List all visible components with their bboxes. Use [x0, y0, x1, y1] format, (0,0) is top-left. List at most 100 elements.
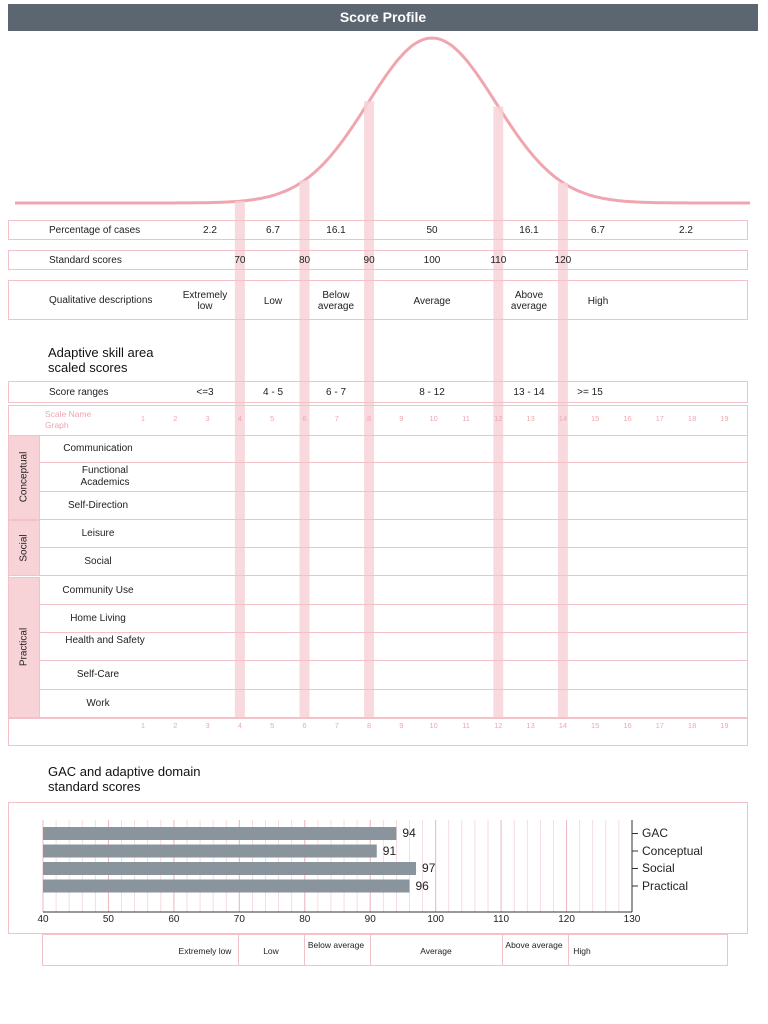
band-divider	[568, 934, 569, 966]
scale-number: 19	[720, 414, 729, 423]
scale-number: 17	[655, 721, 664, 730]
scale-number: 14	[558, 414, 568, 423]
skill-name: Self-Care	[76, 669, 120, 681]
scale-number: 2	[173, 721, 178, 730]
bar	[43, 827, 397, 840]
qualitative-value: Average	[413, 296, 451, 307]
scale-number: 1	[140, 721, 146, 730]
skill-name: Work	[86, 697, 110, 709]
scale-number: 13	[526, 414, 535, 423]
percentage-label: Percentage of cases	[49, 225, 141, 236]
skill-name: Community Use	[62, 584, 134, 596]
gac-chart-frame	[8, 802, 748, 934]
x-tick-label: 90	[364, 914, 376, 925]
scale-number: 11	[462, 414, 470, 423]
skill-row	[40, 492, 748, 520]
scale-number: 8	[367, 721, 372, 730]
x-tick-label: 110	[493, 914, 510, 925]
scale-number: 9	[399, 721, 404, 730]
skill-name: Health and Safety	[65, 635, 145, 647]
band-label: Below average	[307, 940, 365, 950]
scale-name-label: Scale Name	[45, 409, 92, 419]
category-label: Social	[642, 861, 675, 875]
skill-name: Leisure	[81, 527, 115, 539]
band-label: High	[573, 946, 591, 956]
qualitative-value: Below average	[317, 290, 355, 312]
skill-area-title: Adaptive skill area scaled scores	[48, 345, 154, 375]
scale-number: 18	[687, 721, 697, 730]
band-label: Above average	[505, 940, 563, 950]
scale-footer-row	[8, 718, 748, 746]
category-label: Conceptual	[642, 843, 703, 858]
scale-number: 14	[558, 721, 568, 730]
bar	[43, 879, 410, 893]
percentage-value: 50	[426, 225, 438, 236]
band-divider	[370, 934, 371, 966]
qualitative-value: Extremely low	[182, 290, 228, 312]
bar	[43, 844, 377, 858]
scale-number: 5	[270, 721, 275, 730]
scale-number: 5	[270, 414, 275, 423]
scale-number: 6	[302, 721, 307, 730]
scale-number: 12	[494, 414, 503, 423]
bar	[43, 862, 417, 875]
boundary-stripes	[234, 101, 568, 719]
boundary-stripe	[234, 201, 245, 718]
x-tick-label: 130	[623, 914, 641, 925]
scale-number: 10	[429, 721, 438, 730]
skill-name: Social	[84, 556, 112, 568]
band-label: Extremely low	[178, 946, 232, 956]
standard-score-value: 120	[554, 255, 572, 266]
skill-row	[40, 520, 748, 549]
qualitative-value: High	[587, 296, 609, 307]
qualitative-value: Low	[263, 296, 283, 307]
scale-number: 4	[237, 721, 242, 730]
scale-number: 3	[205, 721, 210, 730]
scale-number: 12	[494, 721, 503, 730]
skill-row	[40, 548, 748, 577]
percentage-value: 16.1	[326, 225, 346, 236]
skill-row	[40, 661, 748, 690]
x-tick-label: 80	[299, 914, 311, 925]
percentage-value: 6.7	[591, 225, 605, 236]
skill-name: Functional Academics	[80, 465, 130, 489]
scale-number: 8	[367, 414, 372, 423]
scale-number: 16	[623, 414, 632, 423]
score-range-value: 8 - 12	[419, 387, 445, 398]
bar-value-label: 97	[422, 861, 436, 875]
bar-value-label: 91	[382, 843, 397, 858]
skill-row	[40, 633, 748, 662]
skill-name: Self-Direction	[67, 499, 129, 511]
band-divider	[502, 934, 503, 966]
percentage-value: 2.2	[203, 225, 217, 236]
domain-tab: Conceptual	[8, 435, 40, 520]
graph-label: Graph	[45, 420, 69, 430]
band-label: Average	[420, 946, 452, 956]
qualitative-value: Above average	[510, 290, 548, 312]
score-range-value: >= 15	[577, 387, 603, 398]
standard-score-value: 70	[234, 255, 246, 266]
bar-value-label: 96	[415, 878, 429, 893]
percentage-value: 16.1	[519, 225, 539, 236]
category-label: Practical	[642, 878, 689, 893]
standard-score-value: 100	[423, 255, 441, 266]
scale-number: 2	[173, 414, 178, 423]
x-tick-label: 100	[427, 914, 444, 925]
skill-name: Home Living	[70, 612, 126, 624]
percentage-value: 6.7	[266, 225, 280, 236]
x-tick-label: 50	[102, 914, 114, 925]
standard-score-value: 90	[363, 255, 375, 266]
skill-row	[40, 463, 748, 492]
boundary-stripe	[493, 106, 504, 718]
chart-title: GAC and adaptive domain standard scores	[48, 764, 201, 794]
band-row	[42, 934, 728, 966]
band-label: Low	[263, 946, 279, 956]
percentage-value: 2.2	[679, 225, 693, 236]
bell-curve	[15, 36, 750, 205]
scale-number: 1	[140, 414, 146, 423]
scale-number: 13	[526, 721, 535, 730]
scale-number: 6	[302, 414, 307, 423]
score-range-value: 6 - 7	[325, 387, 347, 398]
band-divider	[304, 934, 305, 966]
